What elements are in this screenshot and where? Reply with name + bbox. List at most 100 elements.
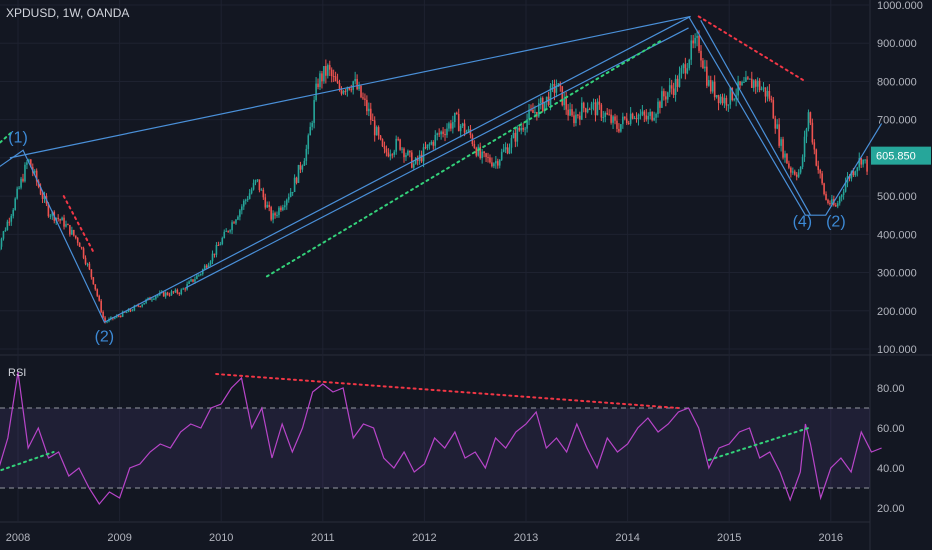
candle-body [399, 139, 401, 150]
candle-body [280, 207, 282, 211]
dotted-trend-line [697, 15, 807, 83]
candle-body [678, 73, 681, 87]
candle-body [610, 114, 612, 123]
candle-body [756, 80, 759, 87]
candle-body [641, 111, 644, 115]
time-tick-label: 2016 [819, 532, 843, 544]
candle-body [393, 151, 396, 155]
time-tick-label: 2013 [514, 532, 538, 544]
candle-body [524, 128, 526, 130]
candle-body [198, 274, 200, 276]
candle-body [192, 279, 194, 282]
candle-body [633, 118, 636, 120]
candle-body [321, 73, 323, 82]
candle-body [127, 309, 130, 313]
candle-body [205, 265, 208, 268]
candle-body [145, 299, 147, 303]
candle-body [795, 174, 798, 177]
trendline [0, 15, 691, 324]
candle-body [311, 122, 313, 127]
candle-body [725, 97, 728, 106]
candle-body [139, 306, 142, 308]
candle-body [33, 170, 36, 173]
candle-body [348, 87, 351, 90]
candle-body [522, 127, 524, 130]
candle-body [731, 87, 734, 100]
candle-body [90, 269, 93, 278]
candle-body [653, 117, 655, 121]
candle-body [715, 94, 718, 98]
candle-body [328, 65, 331, 70]
candle-body [287, 196, 290, 200]
candle-body [387, 152, 390, 157]
candle-body [483, 151, 485, 154]
candle-body [235, 219, 237, 224]
candle-body [422, 147, 425, 162]
candle-body [0, 238, 3, 247]
candle-body [842, 191, 845, 195]
candle-body [96, 289, 99, 296]
candle-body [73, 229, 75, 236]
time-tick-label: 2008 [6, 532, 30, 544]
rsi-dotted-line [707, 427, 810, 461]
candle-body [196, 275, 198, 280]
candle-body [498, 159, 501, 166]
candle-body [518, 127, 521, 131]
candle-body [768, 91, 771, 99]
candle-body [823, 183, 825, 195]
candle-body [565, 98, 567, 110]
candle-body [774, 118, 777, 129]
candle-body [350, 89, 353, 91]
candle-body [254, 180, 257, 183]
candle-body [354, 79, 356, 82]
candle-body [713, 81, 716, 98]
candle-body [661, 91, 663, 108]
candle-body [239, 210, 241, 217]
candle-body [815, 149, 818, 166]
candle-body [143, 302, 145, 305]
candle-body [358, 85, 360, 90]
candle-body [600, 104, 603, 118]
candle-body [438, 133, 440, 135]
candle-body [446, 128, 448, 136]
candle-body [346, 87, 349, 92]
price-tick-label: 800.000 [877, 76, 917, 88]
trendline [185, 27, 689, 289]
candle-body [459, 125, 462, 132]
candle-body [217, 244, 220, 246]
rsi-dotted-line [0, 451, 55, 472]
candle-body [504, 147, 507, 150]
candle-body [170, 291, 173, 296]
candle-body [682, 64, 685, 69]
candle-body [666, 92, 669, 100]
candle-body [307, 135, 310, 149]
candle-body [793, 171, 796, 175]
candle-body [520, 127, 523, 131]
candle-body [776, 124, 778, 129]
price-tick-label: 900.000 [877, 38, 917, 50]
candle-body [477, 146, 480, 156]
candle-body [723, 97, 726, 104]
candle-body [407, 150, 409, 156]
candle-body [305, 148, 308, 161]
candle-body [448, 123, 450, 129]
candle-body [434, 134, 437, 146]
candle-body [26, 162, 28, 165]
candle-body [465, 131, 468, 133]
candle-body [729, 87, 732, 105]
candle-body [762, 87, 765, 89]
candle-body [596, 101, 599, 116]
candle-body [665, 96, 667, 100]
candle-body [2, 231, 5, 239]
candle-body [285, 199, 288, 206]
candle-body [440, 131, 442, 135]
rsi-tick-label: 60.00 [877, 423, 905, 435]
price-tick-label: 200.000 [877, 306, 917, 318]
candle-body [444, 133, 446, 136]
candle-body [571, 109, 573, 116]
candle-body [563, 98, 566, 106]
candle-body [401, 148, 403, 150]
candle-body [709, 80, 712, 92]
candle-body [538, 103, 540, 117]
candle-body [117, 315, 120, 317]
